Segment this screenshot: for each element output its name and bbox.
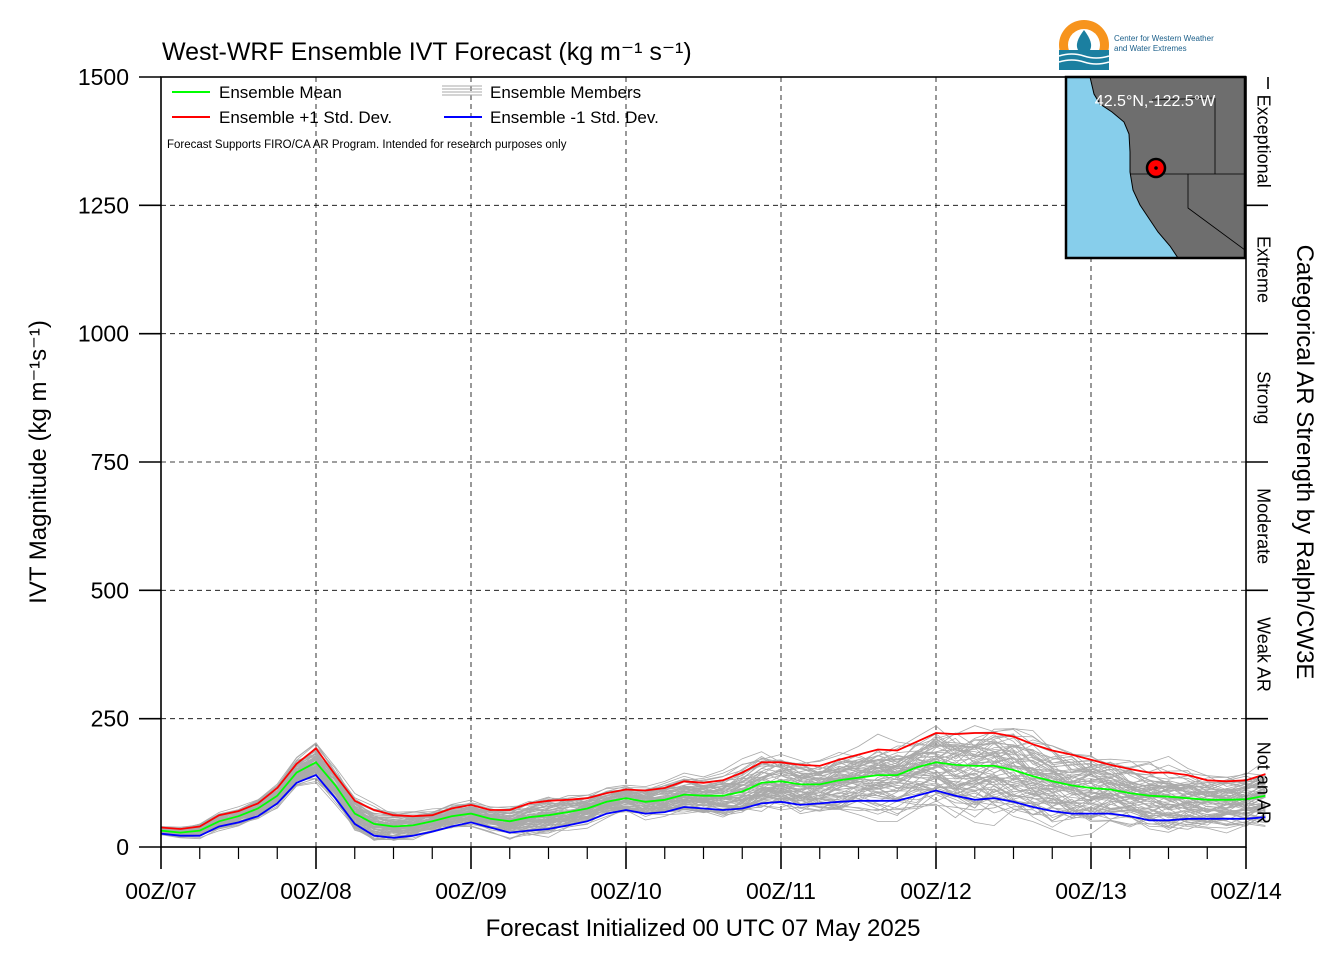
- cw3e-logo: Center for Western Weather and Water Ext…: [1058, 20, 1214, 70]
- x-tick-label-7: 00Z/14: [1210, 878, 1282, 904]
- ensemble-member-line-54: [160, 734, 1266, 834]
- ensemble-member-line-77: [160, 746, 1266, 836]
- category-label-2: Moderate: [1253, 488, 1273, 564]
- x-tick-label-1: 00Z/08: [280, 878, 352, 904]
- state-borders: [1130, 97, 1245, 251]
- legend: Ensemble Mean Ensemble Members Ensemble …: [172, 83, 659, 127]
- x-tick-label-3: 00Z/10: [590, 878, 662, 904]
- legend-label-members: Ensemble Members: [490, 83, 641, 102]
- x-axis-label: Forecast Initialized 00 UTC 07 May 2025: [486, 915, 921, 942]
- ensemble-member-line-78: [160, 763, 1266, 837]
- y-tick-label-3: 750: [91, 449, 129, 475]
- ensemble-member-line-68: [160, 766, 1266, 835]
- logo-text-line1: Center for Western Weather: [1114, 34, 1214, 43]
- series-line-ensemble-1-std-dev-: [160, 774, 1266, 839]
- water-drop-icon: [1076, 30, 1092, 53]
- ensemble-member-line-48: [160, 742, 1266, 830]
- category-label-3: Strong: [1253, 371, 1273, 424]
- series-line-ensemble-1-std-dev-: [160, 732, 1266, 830]
- x-tick-label-6: 00Z/13: [1055, 878, 1127, 904]
- category-label-5: Exceptional: [1253, 95, 1273, 188]
- y-tick-label-5: 1250: [78, 192, 129, 218]
- y-tick-label-2: 500: [91, 577, 129, 603]
- x-tick-label-0: 00Z/07: [125, 878, 197, 904]
- y-tick-label-4: 1000: [78, 321, 129, 347]
- axes: 0 250 500 750 1000 1250 1500 00Z/07 00Z/08 00Z/09…: [78, 64, 1282, 904]
- ensemble-series: [160, 732, 1266, 839]
- x-tick-label-2: 00Z/09: [435, 878, 507, 904]
- y-tick-label-6: 1500: [78, 64, 129, 90]
- land: [1089, 77, 1245, 258]
- x-tick-label-4: 00Z/11: [746, 878, 816, 904]
- right-axis-label: Categorical AR Strength by Ralph/CW3E: [1291, 245, 1318, 680]
- y-tick-label-0: 0: [116, 834, 129, 860]
- ensemble-members: [160, 725, 1266, 841]
- category-label-1: Weak AR: [1253, 617, 1273, 692]
- legend-label-minus-std: Ensemble -1 Std. Dev.: [490, 108, 659, 127]
- category-label-4: Extreme: [1253, 236, 1273, 303]
- inset-coordinate-label: 42.5°N,-122.5°W: [1095, 93, 1216, 110]
- legend-swatch-members: [442, 85, 482, 96]
- disclaimer-note: Forecast Supports FIRO/CA AR Program. In…: [167, 139, 567, 151]
- legend-label-mean: Ensemble Mean: [219, 83, 342, 102]
- y-tick-label-1: 250: [91, 706, 129, 732]
- legend-label-plus-std: Ensemble +1 Std. Dev.: [219, 108, 392, 127]
- ensemble-member-line-79: [160, 735, 1266, 833]
- location-map-inset: 42.5°N,-122.5°W: [1064, 75, 1247, 260]
- chart-title: West-WRF Ensemble IVT Forecast (kg m⁻¹ s…: [162, 38, 692, 66]
- series-line-ensemble-mean: [160, 761, 1266, 834]
- category-label-0: Not an AR: [1253, 742, 1273, 824]
- y-axis-label: IVT Magnitude (kg m⁻¹s⁻¹): [25, 320, 52, 604]
- logo-text-line2: and Water Extremes: [1114, 44, 1187, 53]
- x-tick-label-5: 00Z/12: [900, 878, 972, 904]
- ensemble-member-line-67: [160, 780, 1266, 841]
